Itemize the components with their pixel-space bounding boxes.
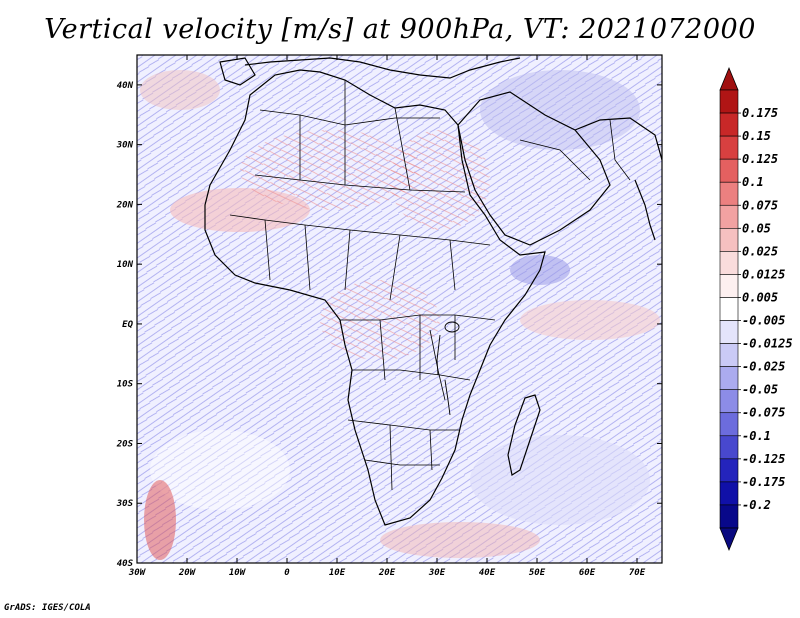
- vertical-velocity-field: [137, 55, 662, 563]
- lat-tick-label: 30S: [116, 499, 134, 509]
- asia-coastline: [574, 117, 662, 241]
- colorbar-label: 0.05: [742, 221, 771, 235]
- lon-tick-label: 10E: [329, 568, 346, 578]
- colorbar-swatch: [719, 274, 739, 298]
- latitude-axis: 40N 30N 20N 10N EQ 10S 20S 30S 40S: [116, 81, 662, 569]
- colorbar-label: 0.175: [742, 106, 778, 120]
- lon-tick-label: 30E: [428, 568, 446, 578]
- lon-tick-label: 40E: [479, 568, 496, 578]
- lon-tick-label: 50E: [529, 568, 546, 578]
- colorbar-label: 0.005: [742, 290, 778, 304]
- colorbar-swatch: [719, 366, 739, 390]
- colorbar-label: -0.005: [742, 314, 785, 328]
- colorbar-swatch: [719, 228, 739, 252]
- map-frame: [136, 54, 663, 564]
- colorbar-label: 0.1: [742, 175, 764, 189]
- colorbar-bottom-arrow: [719, 527, 739, 552]
- colorbar-swatch: [719, 481, 739, 506]
- colorbar-swatch: [719, 458, 739, 483]
- colorbar-label: 0.025: [742, 244, 778, 258]
- colorbar-label: 0.075: [742, 198, 778, 212]
- lat-tick-label: 10N: [117, 260, 134, 270]
- colorbar-top-arrow: [719, 66, 739, 91]
- lat-tick-label: 20N: [116, 200, 134, 210]
- lon-tick-label: 20W: [178, 568, 197, 578]
- colorbar-swatch: [719, 158, 739, 183]
- lon-tick-label: 70E: [629, 568, 646, 578]
- colorbar-label: -0.2: [742, 498, 771, 512]
- colorbar: 0.175 0.15 0.125 0.1 0.075 0.05 0.025 0.0125 0.0…: [719, 66, 793, 552]
- colorbar-swatch: [719, 435, 739, 460]
- lon-tick-label: 10W: [229, 568, 247, 578]
- longitude-axis: 30W 20W 10W 0 10E 20E 30E 40E 50E 60E 70E: [128, 55, 646, 578]
- lakes: [436, 321, 460, 416]
- madagascar-coastline: [507, 394, 541, 476]
- colorbar-label: 0.0125: [742, 267, 785, 281]
- coastlines: [204, 57, 662, 526]
- lat-tick-label: 20S: [116, 439, 134, 449]
- lat-tick-label: EQ: [122, 320, 133, 330]
- colorbar-label: -0.1: [742, 429, 771, 443]
- lon-tick-label: 60E: [579, 568, 596, 578]
- colorbar-label: -0.125: [742, 452, 785, 466]
- colorbar-label: -0.175: [742, 475, 785, 489]
- colorbar-swatch: [719, 251, 739, 275]
- africa-coastline: [204, 69, 546, 526]
- colorbar-swatch: [719, 343, 739, 367]
- lat-tick-label: 40N: [117, 81, 134, 91]
- grads-credit: GrADS: IGES/COLA: [4, 603, 91, 613]
- colorbar-swatch: [719, 297, 739, 321]
- europe-coastline: [244, 57, 521, 79]
- colorbar-label: -0.025: [742, 360, 785, 374]
- lon-tick-label: 30W: [128, 568, 147, 578]
- lat-tick-label: 40S: [117, 559, 134, 569]
- arabia-coastline: [457, 91, 611, 246]
- colorbar-swatch: [719, 204, 739, 229]
- colorbar-swatch: [719, 504, 739, 529]
- colorbar-label: 0.15: [742, 129, 771, 143]
- colorbar-swatch: [719, 112, 739, 137]
- lat-tick-label: 30N: [116, 141, 134, 151]
- map-panel: 30W 20W 10W 0 10E 20E 30E 40E 50E 60E 70E 40N 30N 20…: [116, 54, 663, 578]
- colorbar-swatch: [719, 89, 739, 114]
- colorbar-label: -0.05: [742, 383, 778, 397]
- map-title: Vertical velocity [m/s] at 900hPa, VT: 2…: [44, 14, 756, 45]
- colorbar-label: 0.125: [742, 152, 778, 166]
- lon-tick-label: 20E: [378, 568, 396, 578]
- colorbar-swatch: [719, 181, 739, 206]
- colorbar-swatch: [719, 320, 739, 344]
- lon-tick-label: 0: [284, 568, 290, 578]
- colorbar-label: -0.075: [742, 406, 785, 420]
- colorbar-label: -0.0125: [742, 337, 793, 351]
- colorbar-swatch: [719, 389, 739, 414]
- colorbar-swatch: [719, 412, 739, 437]
- lat-tick-label: 10S: [117, 380, 134, 390]
- colorbar-swatch: [719, 135, 739, 160]
